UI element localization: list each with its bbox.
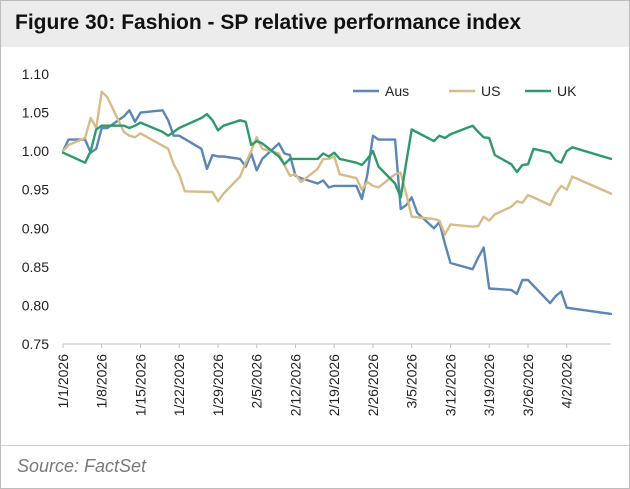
y-axis: 0.75 0.80 0.85 0.90 0.95 1.00 1.05 1.10 [22,66,49,352]
x-tick-label: 2/5/2026 [249,354,265,409]
series-line-us [61,90,613,236]
series-line-uk [61,112,613,199]
x-tick-label: 4/2/2026 [559,354,575,409]
x-tick-label: 3/19/2026 [481,354,497,416]
x-tick-label: 1/15/2026 [132,354,148,416]
y-tick-label: 0.90 [22,220,49,236]
x-axis: 1/1/2026 1/8/2026 1/15/2026 1/22/2026 1/29/2… [55,343,611,416]
figure-title: Figure 30: Fashion - SP relative perform… [1,1,629,47]
y-tick-label: 1.10 [22,66,49,82]
x-tick-label: 1/29/2026 [210,354,226,416]
legend-label-us: US [481,83,500,99]
y-tick-label: 1.05 [22,105,49,121]
y-tick-label: 0.85 [22,259,49,275]
chart-area: 0.75 0.80 0.85 0.90 0.95 1.00 1.05 1.10 1/1/202… [1,47,629,445]
x-tick-label: 3/12/2026 [442,354,458,416]
series-layer [61,90,613,316]
x-tick-label: 2/19/2026 [326,354,342,416]
y-tick-label: 0.80 [22,297,49,313]
x-tick-label: 2/26/2026 [365,354,381,416]
y-tick-label: 0.75 [22,336,49,352]
x-tick-label: 1/22/2026 [171,354,187,416]
x-tick-label: 3/26/2026 [520,354,536,416]
legend-label-uk: UK [557,83,577,99]
x-tick-label: 1/8/2026 [94,354,110,409]
x-tick-label: 3/5/2026 [404,354,420,409]
x-tick-label: 2/12/2026 [287,354,303,416]
series-line-aus [61,109,613,316]
x-tick-label: 1/1/2026 [55,354,71,409]
y-tick-label: 0.95 [22,182,49,198]
legend: Aus US UK [353,83,577,99]
line-chart: 0.75 0.80 0.85 0.90 0.95 1.00 1.05 1.10 1/1/202… [22,66,613,416]
source-note: Source: FactSet [1,445,629,488]
y-tick-label: 1.00 [22,143,49,159]
legend-label-aus: Aus [385,83,409,99]
